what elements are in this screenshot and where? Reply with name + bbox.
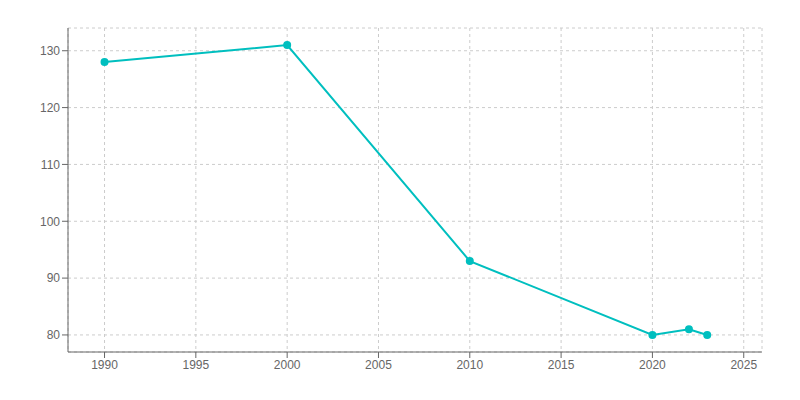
svg-text:2025: 2025 [730,358,757,372]
svg-text:120: 120 [40,101,60,115]
svg-text:1990: 1990 [91,358,118,372]
svg-text:2020: 2020 [639,358,666,372]
svg-text:80: 80 [47,328,61,342]
svg-text:90: 90 [47,271,61,285]
svg-text:130: 130 [40,44,60,58]
svg-text:2000: 2000 [274,358,301,372]
svg-text:110: 110 [41,158,60,172]
svg-text:100: 100 [40,215,60,229]
svg-text:1995: 1995 [182,358,209,372]
svg-text:2010: 2010 [456,358,483,372]
svg-text:2015: 2015 [548,358,575,372]
svg-text:2005: 2005 [365,358,392,372]
